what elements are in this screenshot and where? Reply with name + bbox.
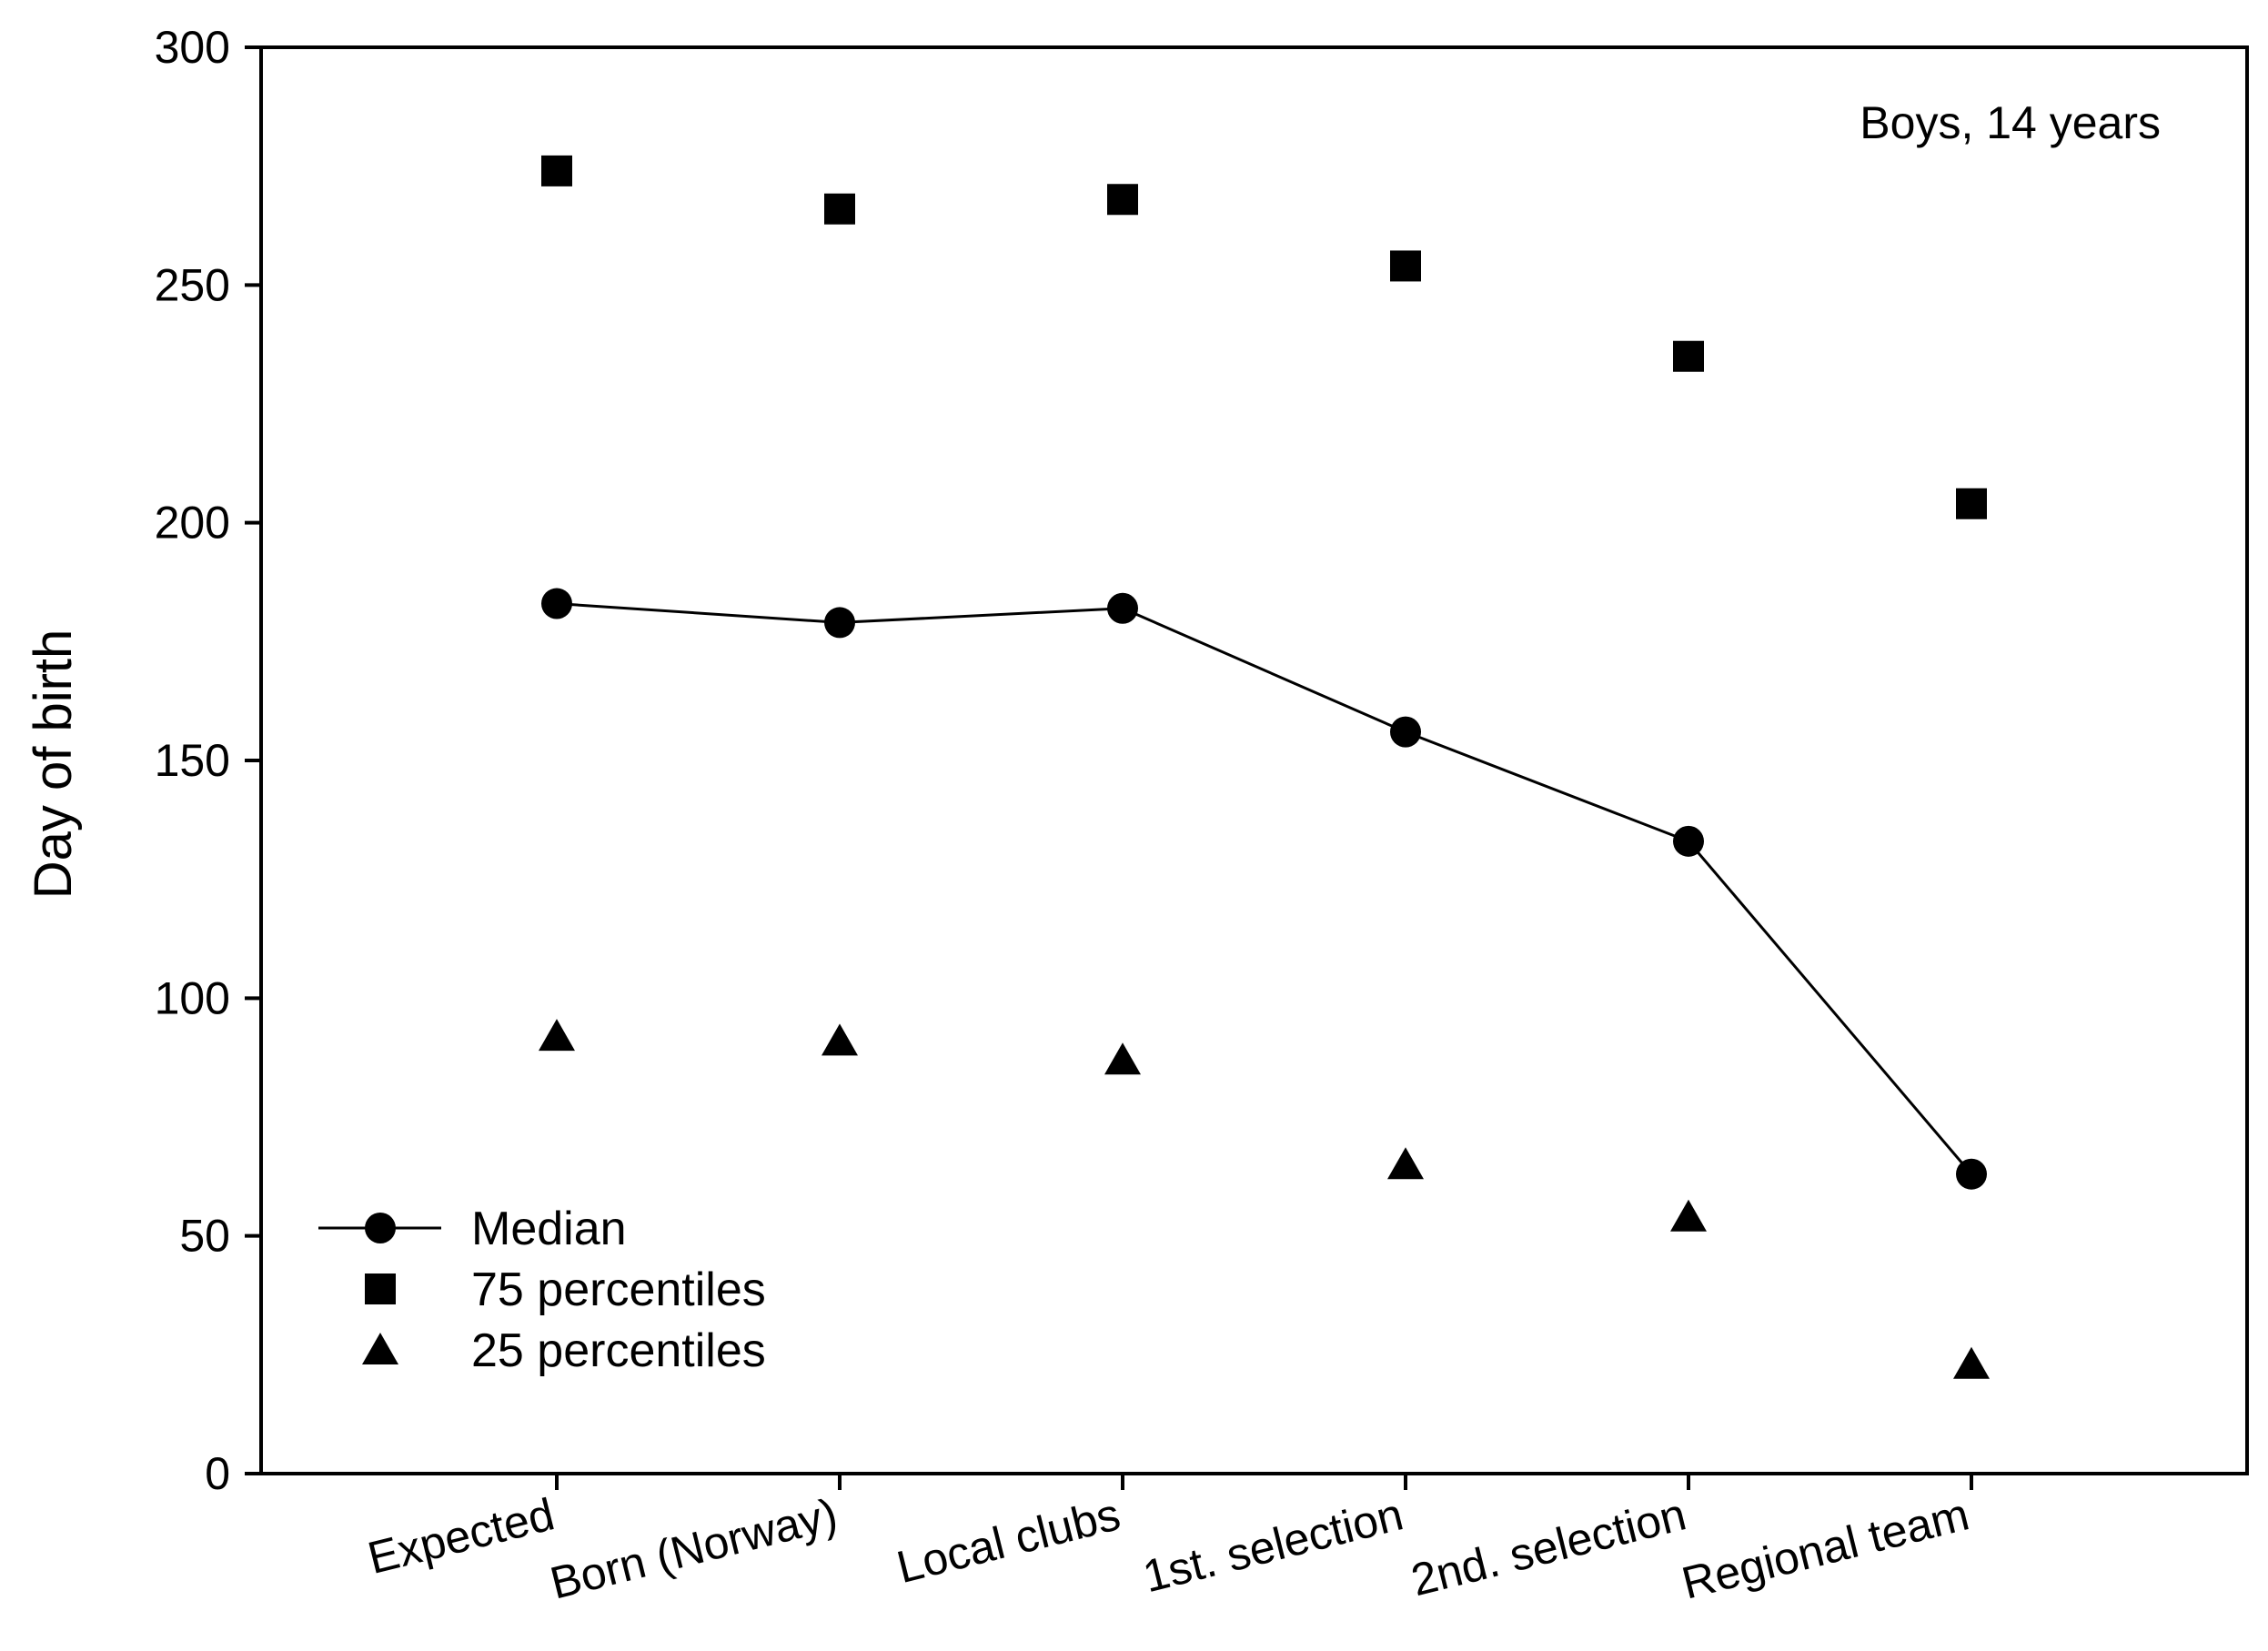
y-tick-label: 300 <box>155 22 230 73</box>
y-ticks: 0 50 100 150 200 250 300 <box>155 22 261 1499</box>
x-tick-label: Local clubs <box>892 1488 1124 1593</box>
square-point <box>1390 250 1421 282</box>
legend-label: 25 percentiles <box>471 1324 766 1377</box>
legend-label: Median <box>471 1203 627 1255</box>
legend-square-marker <box>365 1273 396 1304</box>
circle-point <box>541 588 572 619</box>
y-tick-label: 50 <box>179 1211 230 1262</box>
x-tick-label: Expected <box>363 1488 559 1584</box>
triangle-point <box>539 1019 575 1052</box>
circle-point <box>1956 1158 1987 1190</box>
square-point <box>1107 184 1138 216</box>
data-series <box>539 155 1990 1379</box>
y-tick-label: 250 <box>155 259 230 310</box>
series-triangle <box>539 1019 1990 1379</box>
triangle-point <box>1387 1147 1424 1180</box>
x-tick-label: Regional team <box>1677 1488 1973 1608</box>
plot-axes <box>259 45 2249 1475</box>
triangle-point <box>1953 1346 1990 1379</box>
y-tick-label: 150 <box>155 735 230 786</box>
legend-triangle-marker <box>362 1333 398 1364</box>
legend-circle-marker <box>365 1213 396 1243</box>
series-square <box>541 155 1987 519</box>
y-tick-label: 200 <box>155 498 230 549</box>
circle-point <box>1107 592 1138 624</box>
circle-point <box>1673 825 1704 857</box>
legend-label: 75 percentiles <box>471 1263 766 1316</box>
x-tick-label: Born (Norway) <box>545 1488 842 1608</box>
y-tick-label: 0 <box>205 1448 230 1499</box>
triangle-point <box>822 1023 858 1056</box>
square-point <box>1673 340 1704 372</box>
triangle-point <box>1104 1042 1141 1075</box>
median-line <box>556 602 1973 1175</box>
series-circle <box>541 588 1987 1190</box>
y-tick-label: 100 <box>155 972 230 1023</box>
plot-frame <box>259 45 2249 1475</box>
legend: Median 75 percentiles 25 percentiles <box>318 1203 766 1377</box>
chart-annotation: Boys, 14 years <box>1860 97 2161 148</box>
circle-point <box>824 607 855 639</box>
x-tick-label: 1st. selection <box>1138 1488 1408 1602</box>
square-point <box>824 193 855 225</box>
triangle-point <box>1670 1199 1707 1232</box>
square-point <box>541 155 572 186</box>
x-tick-label: 2nd. selection <box>1406 1488 1691 1606</box>
circle-point <box>1390 716 1421 748</box>
y-axis-label: Day of birth <box>24 629 83 900</box>
square-point <box>1956 488 1987 519</box>
